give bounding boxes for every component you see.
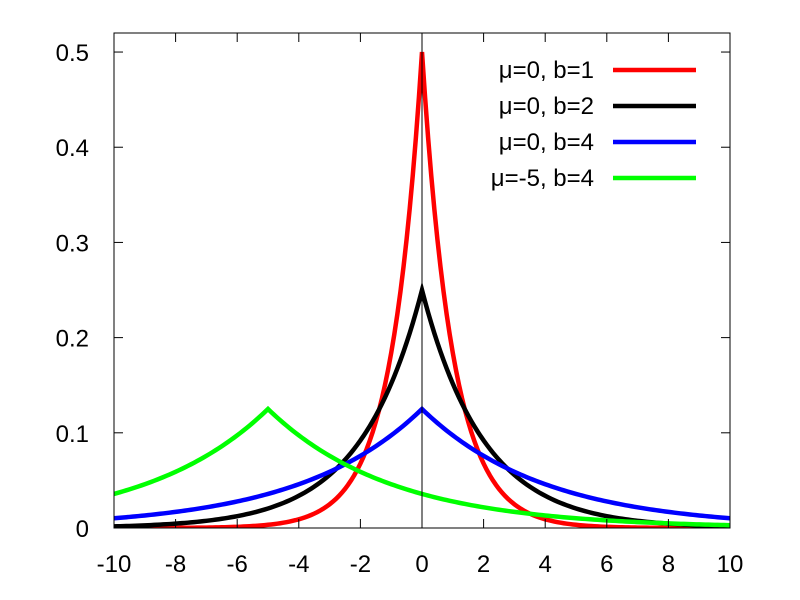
plot-frame <box>113 32 731 529</box>
legend: μ=0, b=1 μ=0, b=2 μ=0, b=4 μ=-5, b=4 <box>491 57 696 192</box>
x-tick-label: -8 <box>165 551 186 578</box>
legend-label: μ=0, b=2 <box>499 93 594 120</box>
x-tick-label: -2 <box>350 551 371 578</box>
legend-label: μ=0, b=1 <box>499 57 594 84</box>
x-tick-label: -10 <box>97 551 132 578</box>
x-tick-label: 2 <box>477 551 490 578</box>
y-tick-label: 0 <box>76 516 89 543</box>
x-tick-label: -4 <box>288 551 309 578</box>
y-tick-label: 0.3 <box>56 230 89 257</box>
x-tick-label: 8 <box>662 551 675 578</box>
x-tick-label: 4 <box>539 551 552 578</box>
y-tick-label: 0.2 <box>56 326 89 353</box>
x-tick-label: -6 <box>227 551 248 578</box>
x-tick-label: 6 <box>600 551 613 578</box>
x-tick-label: 10 <box>717 551 744 578</box>
legend-label: μ=0, b=4 <box>499 129 594 156</box>
legend-label: μ=-5, b=4 <box>491 165 594 192</box>
axis-ticks: -10 -8 -6 -4 -2 0 2 4 6 8 10 0 0.1 0.2 0.3 0.4 0.5 <box>56 33 744 578</box>
y-tick-label: 0.5 <box>56 40 89 67</box>
y-tick-label: 0.1 <box>56 421 89 448</box>
y-tick-label: 0.4 <box>56 135 89 162</box>
x-tick-label: 0 <box>415 551 428 578</box>
